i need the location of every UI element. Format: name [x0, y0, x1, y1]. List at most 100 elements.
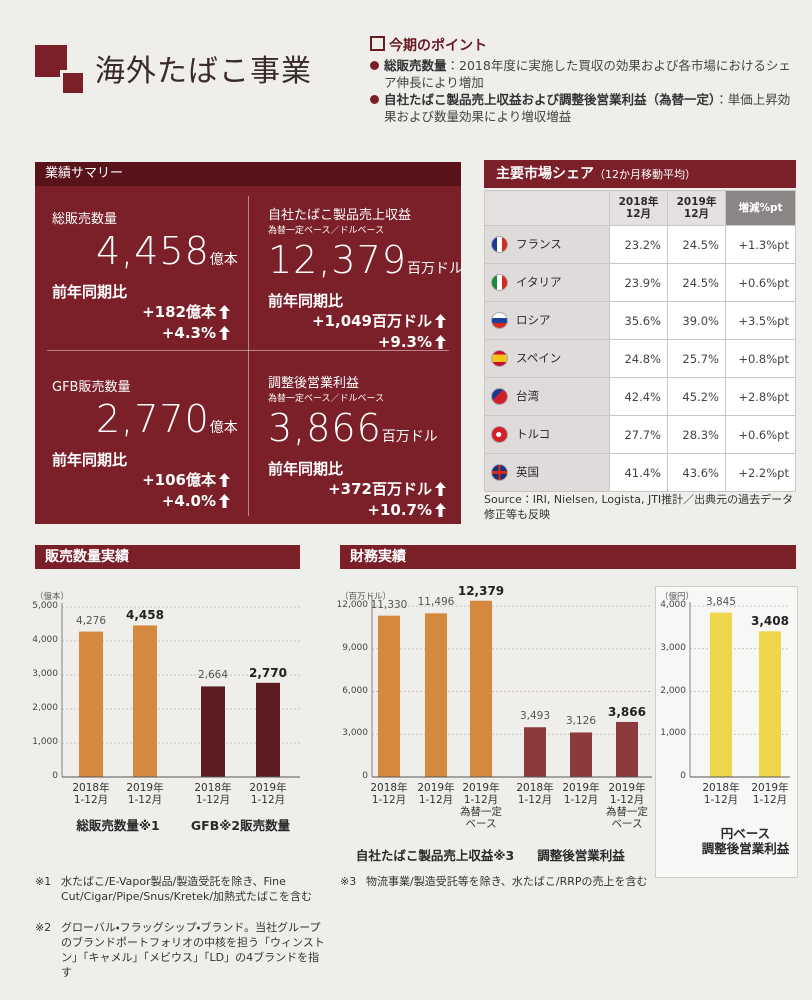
value-cell: +0.6%pt	[724, 415, 797, 454]
section-heading: 財務実績	[340, 545, 796, 569]
y-tick-label: 9,000	[342, 642, 368, 653]
y-tick-label: 2,000	[660, 685, 686, 696]
country-cell: フランス	[484, 225, 610, 264]
x-tick-label: 2019年 1-12月	[126, 782, 164, 806]
country-name: フランス	[516, 237, 562, 251]
points-heading-text: 今期のポイント	[389, 38, 487, 54]
cell-compare: 前年同期比	[268, 292, 344, 310]
up-arrow	[435, 482, 446, 496]
cell-value: 45.2%	[682, 389, 719, 404]
value-label: 4,458	[126, 608, 164, 623]
point-item: 総販売数量：2018年度に実施した買収の効果および各市場におけるシェア伸長により…	[370, 57, 802, 91]
y-unit: （百万ドル）	[340, 592, 392, 602]
bar	[133, 625, 157, 777]
point-item: 自社たばこ製品売上収益および調整後営業利益（為替一定）：単価上昇効果および数量効…	[370, 91, 802, 125]
up-arrow-shape	[435, 482, 446, 496]
country-cell: トルコ	[484, 415, 610, 454]
page-title: 海外たばこ事業	[95, 54, 312, 89]
value-label: 12,379	[457, 583, 505, 598]
cell-value: 23.9%	[624, 275, 661, 290]
bar	[79, 631, 103, 777]
change-text: +182億本	[142, 303, 216, 321]
cell-change: +1,049百万ドル	[268, 311, 446, 332]
group-label: 円ベース 調整後営業利益	[701, 826, 790, 856]
cell-change: +106億本	[52, 470, 230, 491]
header-row: 2018年 12月 2019年 12月 増減%pt	[484, 190, 797, 226]
y-tick-label: 4,000	[660, 600, 686, 610]
source-note: Source：IRI, Nielsen, Logista, JTI推計／出典元の…	[484, 493, 794, 521]
cell-value-row: 2,770億本	[52, 397, 238, 441]
bar	[256, 682, 280, 777]
value-label: 11,496	[417, 596, 455, 609]
up-arrow-shape	[435, 335, 446, 349]
value-label: 3,845	[705, 595, 737, 608]
cell-compare: 前年同期比	[268, 460, 344, 478]
x-tick-label: 2019年 1-12月	[417, 782, 455, 806]
divider	[47, 350, 449, 351]
y-tick-label: 0	[362, 771, 368, 781]
cell-unit: 億本	[209, 420, 238, 436]
header-cell: 2019年 12月	[666, 190, 726, 226]
section-heading: 販売数量実績	[35, 545, 300, 569]
share-subtitle: （12か月移動平均）	[594, 168, 696, 181]
footnote: ※1 水たばこ/E-Vapor製品/製造受託を除き、Fine Cut/Cigar/…	[35, 874, 325, 904]
cell-label: 自社たばこ製品売上収益	[268, 208, 412, 223]
footnote-text: 物流事業/製造受託等を除き、水たばこ/RRPの売上を含む	[366, 875, 648, 888]
up-arrow	[219, 305, 230, 319]
y-tick-label: 12,000	[336, 600, 369, 611]
bar	[759, 631, 781, 777]
cell-value: 23.2%	[624, 237, 661, 252]
footnote-text: 水たばこ/E-Vapor製品/製造受託を除き、Fine Cut/Cigar/Pi…	[61, 875, 313, 903]
flag-icon	[491, 426, 508, 443]
x-tick-label: 2019年 1-12月 為替一定 ベース	[460, 782, 502, 830]
cell-value-row: 4,458億本	[52, 229, 238, 273]
y-tick-label: 3,000	[342, 728, 368, 739]
header-cell: 2018年 12月	[609, 190, 668, 226]
table-row: 台湾 42.4% 45.2% +2.8%pt	[484, 377, 797, 416]
up-arrow	[435, 503, 446, 517]
up-arrow-shape	[435, 314, 446, 328]
cell-value: +3.5%pt	[738, 313, 789, 328]
y-unit: （億本）	[35, 592, 70, 602]
flag-icon	[491, 350, 508, 367]
value-cell: 39.0%	[666, 301, 726, 340]
group-label: 調整後営業利益	[537, 848, 625, 863]
cell-label: GFB販売数量	[52, 380, 131, 395]
country-name: スペイン	[516, 351, 562, 365]
table-row: イタリア 23.9% 24.5% +0.6%pt	[484, 263, 797, 302]
summary-cell: 総販売数量 4,458億本 前年同期比 +182億本 +4.3%	[52, 208, 238, 344]
country-name: 英国	[516, 465, 539, 479]
share-title: 主要市場シェア	[496, 166, 594, 182]
bar	[378, 615, 400, 777]
value-cell: 23.2%	[609, 225, 668, 264]
value-cell: +0.6%pt	[724, 263, 797, 302]
bar	[524, 727, 546, 777]
footnote-mark: ※3	[340, 875, 357, 888]
value-cell: 41.4%	[609, 453, 668, 492]
value-cell: 24.5%	[666, 263, 726, 302]
y-tick-label: 3,000	[32, 669, 58, 679]
flag-icon	[491, 464, 508, 481]
footnote: ※2 グローバル・フラッグシップ・ブランド。当社グループのブランドポートフォリオの…	[35, 920, 325, 980]
points-heading: 今期のポイント	[370, 36, 802, 55]
up-arrow-shape	[435, 503, 446, 517]
value-cell: 27.7%	[609, 415, 668, 454]
up-arrow	[435, 314, 446, 328]
y-tick-label: 2,000	[32, 703, 58, 713]
point-text: ：単価上昇効果および数量効果により増収増益	[384, 92, 791, 124]
cell-value: +0.8%pt	[738, 351, 789, 366]
summary-cell: GFB販売数量 2,770億本 前年同期比 +106億本 +4.0%	[52, 376, 238, 512]
cell-label: 総販売数量	[52, 212, 118, 227]
y-tick-label: 5,000	[32, 601, 58, 611]
points: 今期のポイント 総販売数量：2018年度に実施した買収の効果および各市場における…	[370, 36, 802, 125]
footnote-text: グローバル・フラッグシップ・ブランド。当社グループのブランドポートフォリオの中核…	[61, 921, 325, 979]
country-name: ロシア	[516, 313, 551, 327]
value-cell: 45.2%	[666, 377, 726, 416]
y-tick-label: 0	[680, 771, 686, 781]
y-tick-label: 0	[52, 771, 58, 781]
x-tick-label: 2018年 1-12月	[516, 782, 554, 806]
x-tick-label: 2018年 1-12月	[194, 782, 232, 806]
cell-value: 41.4%	[624, 465, 661, 480]
table-row: ロシア 35.6% 39.0% +3.5%pt	[484, 301, 797, 340]
value-label: 11,330	[370, 598, 408, 611]
